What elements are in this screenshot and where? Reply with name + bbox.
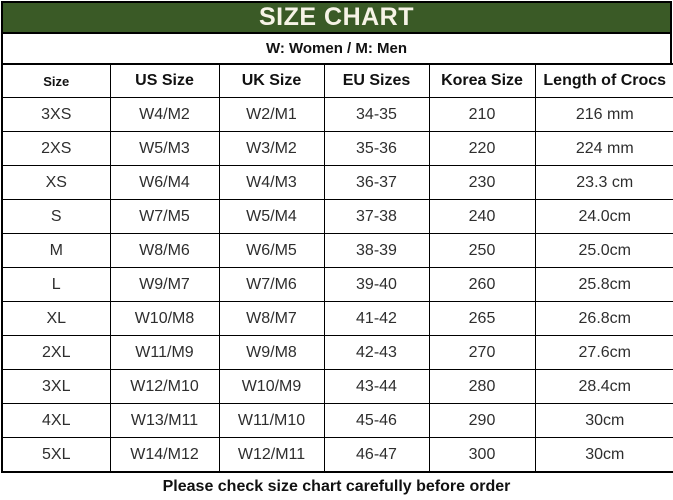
table-cell: 30cm [534, 437, 673, 473]
table-cell: W5/M4 [218, 199, 325, 234]
footer-note-text: Please check size chart carefully before… [162, 477, 511, 495]
table-cell: W6/M5 [218, 233, 325, 268]
table-cell: W12/M11 [218, 437, 325, 473]
table-row: 4XL W13/M11 W11/M10 45-46 290 30cm [1, 403, 673, 438]
table-cell: W10/M8 [109, 301, 220, 336]
table-cell: 3XL [1, 369, 111, 404]
table-cell: W4/M2 [109, 97, 220, 132]
table-cell: M [1, 233, 111, 268]
table-cell: W3/M2 [218, 131, 325, 166]
table-cell: 290 [428, 403, 536, 438]
size-table: Size US Size UK Size EU Sizes Korea Size Leng… [1, 63, 673, 473]
table-cell: XL [1, 301, 111, 336]
table-cell: 23.3 cm [534, 165, 673, 200]
table-cell: 25.8cm [534, 267, 673, 302]
table-row: 2XL W11/M9 W9/M8 42-43 270 27.6cm [1, 335, 673, 370]
table-row: 3XS W4/M2 W2/M1 34-35 210 216 mm [1, 97, 673, 132]
table-cell: W8/M7 [218, 301, 325, 336]
table-cell: 224 mm [534, 131, 673, 166]
table-cell: 36-37 [323, 165, 430, 200]
table-cell: 26.8cm [534, 301, 673, 336]
table-cell: 210 [428, 97, 536, 132]
table-row: XL W10/M8 W8/M7 41-42 265 26.8cm [1, 301, 673, 336]
table-cell: W8/M6 [109, 233, 220, 268]
table-cell: 270 [428, 335, 536, 370]
table-row: M W8/M6 W6/M5 38-39 250 25.0cm [1, 233, 673, 268]
table-row: 5XL W14/M12 W12/M11 46-47 300 30cm [1, 437, 673, 473]
table-cell: W6/M4 [109, 165, 220, 200]
table-cell: 27.6cm [534, 335, 673, 370]
table-cell: 3XS [1, 97, 111, 132]
table-cell: W7/M6 [218, 267, 325, 302]
table-row: 3XL W12/M10 W10/M9 43-44 280 28.4cm [1, 369, 673, 404]
table-row: S W7/M5 W5/M4 37-38 240 24.0cm [1, 199, 673, 234]
column-header-us-size: US Size [109, 63, 220, 98]
table-cell: 240 [428, 199, 536, 234]
table-cell: 37-38 [323, 199, 430, 234]
table-row: L W9/M7 W7/M6 39-40 260 25.8cm [1, 267, 673, 302]
table-cell: 41-42 [323, 301, 430, 336]
size-chart-title-bar: SIZE CHART [1, 1, 672, 34]
table-cell: 25.0cm [534, 233, 673, 268]
table-cell: 280 [428, 369, 536, 404]
column-header-length-of-crocs: Length of Crocs [534, 63, 673, 98]
column-header-size: Size [1, 63, 111, 98]
table-cell: 260 [428, 267, 536, 302]
table-cell: W9/M8 [218, 335, 325, 370]
table-cell: W10/M9 [218, 369, 325, 404]
table-cell: W9/M7 [109, 267, 220, 302]
table-cell: W4/M3 [218, 165, 325, 200]
table-cell: 220 [428, 131, 536, 166]
table-cell: W12/M10 [109, 369, 220, 404]
size-table-head: Size US Size UK Size EU Sizes Korea Size Leng… [1, 63, 673, 98]
table-cell: 35-36 [323, 131, 430, 166]
gender-legend-bar: W: Women / M: Men [1, 34, 672, 63]
size-table-body: 3XS W4/M2 W2/M1 34-35 210 216 mm 2XS W5/M3 W3/M2… [1, 97, 673, 473]
page-title: SIZE CHART [259, 3, 414, 31]
column-header-uk-size: UK Size [218, 63, 325, 98]
table-cell: W5/M3 [109, 131, 220, 166]
table-cell: 38-39 [323, 233, 430, 268]
table-cell: 2XS [1, 131, 111, 166]
table-cell: W14/M12 [109, 437, 220, 473]
table-cell: 30cm [534, 403, 673, 438]
table-cell: 265 [428, 301, 536, 336]
table-cell: W2/M1 [218, 97, 325, 132]
table-cell: 39-40 [323, 267, 430, 302]
column-header-korea-size: Korea Size [428, 63, 536, 98]
table-cell: W13/M11 [109, 403, 220, 438]
table-cell: 42-43 [323, 335, 430, 370]
table-cell: 4XL [1, 403, 111, 438]
table-cell: 300 [428, 437, 536, 473]
footer-note: Please check size chart carefully before… [1, 473, 672, 500]
table-cell: 250 [428, 233, 536, 268]
table-cell: 230 [428, 165, 536, 200]
table-row: 2XS W5/M3 W3/M2 35-36 220 224 mm [1, 131, 673, 166]
table-cell: S [1, 199, 111, 234]
table-cell: 24.0cm [534, 199, 673, 234]
table-row: XS W6/M4 W4/M3 36-37 230 23.3 cm [1, 165, 673, 200]
table-cell: 28.4cm [534, 369, 673, 404]
table-cell: 45-46 [323, 403, 430, 438]
table-cell: 43-44 [323, 369, 430, 404]
table-cell: 46-47 [323, 437, 430, 473]
table-cell: W7/M5 [109, 199, 220, 234]
table-cell: 5XL [1, 437, 111, 473]
table-cell: 2XL [1, 335, 111, 370]
column-header-eu-sizes: EU Sizes [323, 63, 430, 98]
gender-legend-text: W: Women / M: Men [265, 40, 408, 57]
table-cell: L [1, 267, 111, 302]
table-cell: XS [1, 165, 111, 200]
table-cell: 216 mm [534, 97, 673, 132]
table-cell: W11/M10 [218, 403, 325, 438]
header-row: Size US Size UK Size EU Sizes Korea Size Leng… [1, 63, 673, 98]
table-cell: W11/M9 [109, 335, 220, 370]
table-cell: 34-35 [323, 97, 430, 132]
